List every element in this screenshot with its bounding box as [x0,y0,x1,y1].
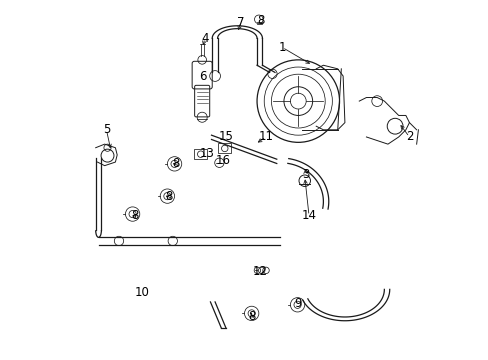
Text: 3: 3 [301,168,308,181]
Text: 10: 10 [135,287,149,300]
Text: 8: 8 [172,157,180,170]
Text: 14: 14 [301,210,316,222]
Text: 16: 16 [215,154,230,167]
Text: 8: 8 [131,210,139,222]
Text: 8: 8 [165,190,173,203]
Text: 8: 8 [256,14,264,27]
Text: 1: 1 [278,41,285,54]
Text: 7: 7 [237,16,244,29]
Text: 2: 2 [405,130,412,144]
Text: 4: 4 [201,32,208,45]
Text: 5: 5 [102,123,110,136]
Text: 15: 15 [219,130,234,144]
Text: 13: 13 [199,147,214,159]
Text: 6: 6 [199,69,206,82]
Text: 9: 9 [294,297,302,310]
Text: 8: 8 [247,310,255,323]
Text: 12: 12 [253,265,267,278]
Text: 11: 11 [258,130,273,144]
